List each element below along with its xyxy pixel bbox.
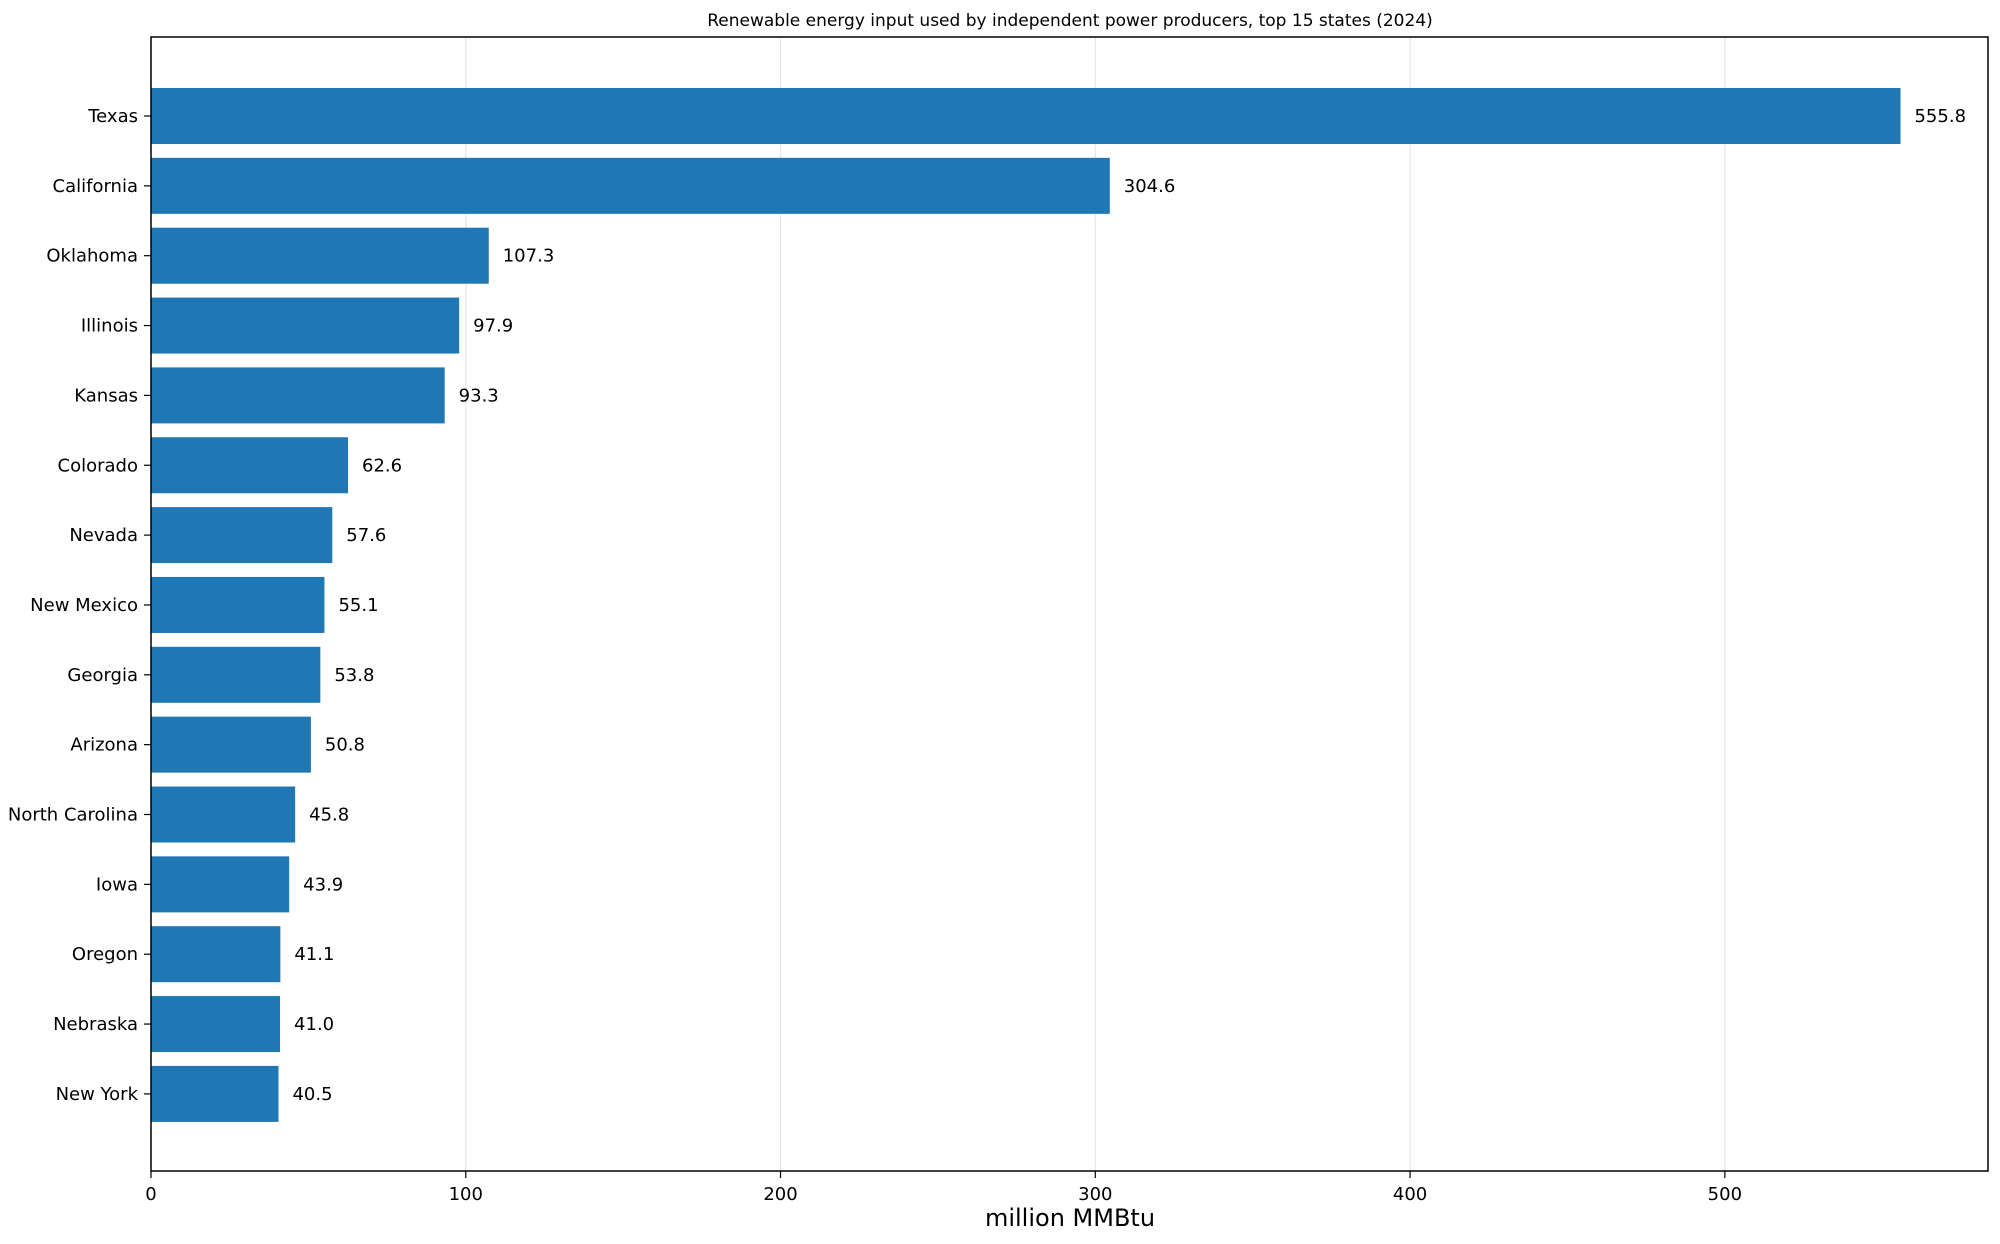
y-tick-label: Oregon — [72, 944, 138, 965]
y-tick-label: Kansas — [74, 385, 138, 406]
y-tick-label: New York — [56, 1084, 139, 1105]
bar — [151, 297, 460, 354]
bar-value-label: 55.1 — [338, 595, 378, 616]
bars — [151, 88, 1901, 1122]
bar-value-label: 107.3 — [503, 246, 555, 267]
bar-value-labels: 555.8 304.6 107.3 97.9 93.3 62.6 57.6 55.1 53.8 5… — [292, 106, 1966, 1105]
y-tick-label: Oklahoma — [46, 246, 138, 267]
bar-value-label: 62.6 — [362, 455, 402, 476]
y-tick-label: Illinois — [81, 316, 138, 337]
bar-value-label: 304.6 — [1124, 176, 1176, 197]
bar-value-label: 53.8 — [334, 665, 374, 686]
x-tick-label: 100 — [449, 1184, 483, 1205]
bar — [151, 646, 321, 703]
y-tick-label: Iowa — [96, 874, 138, 895]
x-tick-label: 0 — [145, 1184, 156, 1205]
bar-value-label: 50.8 — [325, 735, 365, 756]
bar — [151, 227, 489, 284]
bar — [151, 856, 290, 913]
bar-value-label: 41.1 — [294, 944, 334, 965]
y-tick-label: Georgia — [67, 665, 138, 686]
bar — [151, 437, 349, 494]
bar — [151, 926, 281, 983]
bar-value-label: 43.9 — [303, 874, 343, 895]
y-tick-label: Texas — [87, 106, 138, 127]
bar-value-label: 41.0 — [294, 1014, 334, 1035]
bar — [151, 1065, 279, 1122]
bar — [151, 716, 311, 773]
y-tick-label: Nebraska — [53, 1014, 138, 1035]
x-tick-label: 500 — [1708, 1184, 1742, 1205]
y-tick-label: New Mexico — [30, 595, 138, 616]
bar-value-label: 93.3 — [459, 385, 499, 406]
bar-value-label: 45.8 — [309, 805, 349, 826]
bar-value-label: 57.6 — [346, 525, 386, 546]
y-tick-label: Arizona — [70, 735, 138, 756]
plot-frame — [150, 36, 1989, 1172]
x-tick-label: 200 — [763, 1184, 797, 1205]
bar — [151, 996, 281, 1053]
x-axis-label: million MMBtu — [985, 1204, 1155, 1232]
y-tick-label: California — [53, 176, 138, 197]
bar — [151, 507, 333, 564]
y-tick-label: Colorado — [58, 455, 138, 476]
y-axis-tick-labels: Texas California Oklahoma Illinois Kansas Col… — [8, 106, 151, 1105]
x-axis-ticks: 0 100 200 300 400 500 — [145, 1171, 1742, 1205]
chart-title: Renewable energy input used by independe… — [707, 11, 1433, 31]
bar-value-label: 555.8 — [1914, 106, 1966, 127]
y-tick-label: Nevada — [69, 525, 138, 546]
bar — [151, 576, 325, 633]
x-tick-label: 300 — [1078, 1184, 1112, 1205]
x-tick-label: 400 — [1393, 1184, 1427, 1205]
bar — [151, 88, 1901, 144]
bar — [151, 786, 296, 843]
bar — [151, 157, 1110, 214]
bar-value-label: 40.5 — [292, 1084, 332, 1105]
bar-value-label: 97.9 — [473, 316, 513, 337]
y-tick-label: North Carolina — [8, 805, 138, 826]
bar — [151, 367, 445, 424]
